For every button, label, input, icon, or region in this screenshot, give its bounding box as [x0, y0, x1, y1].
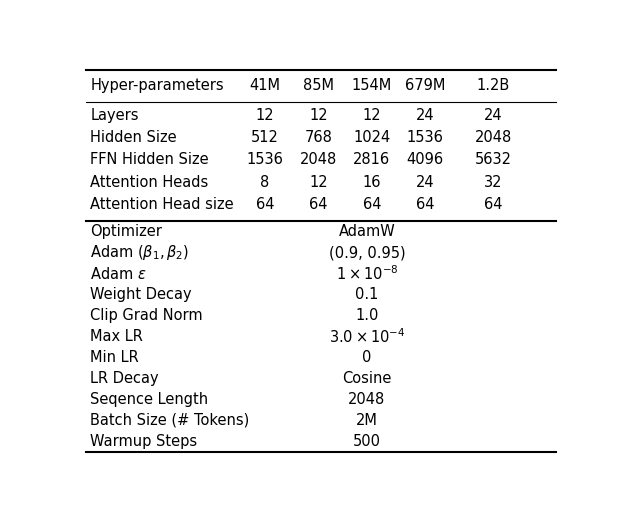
- Text: 500: 500: [353, 433, 381, 448]
- Text: 41M: 41M: [250, 78, 280, 93]
- Text: 85M: 85M: [303, 78, 334, 93]
- Text: 1536: 1536: [407, 130, 444, 145]
- Text: 512: 512: [251, 130, 279, 145]
- Text: Adam $\epsilon$: Adam $\epsilon$: [90, 266, 147, 282]
- Text: 64: 64: [256, 197, 274, 212]
- Text: Adam $(\beta_1, \beta_2)$: Adam $(\beta_1, \beta_2)$: [90, 243, 190, 262]
- Text: 64: 64: [416, 197, 434, 212]
- Text: 64: 64: [484, 197, 502, 212]
- Text: Batch Size (# Tokens): Batch Size (# Tokens): [90, 413, 250, 428]
- Text: 1.0: 1.0: [355, 308, 379, 323]
- Text: 0: 0: [362, 350, 372, 365]
- Text: Hyper-parameters: Hyper-parameters: [90, 78, 224, 93]
- Text: 32: 32: [484, 175, 502, 190]
- Text: 2M: 2M: [356, 413, 378, 428]
- Text: Attention Head size: Attention Head size: [90, 197, 234, 212]
- Text: Attention Heads: Attention Heads: [90, 175, 208, 190]
- Text: Warmup Steps: Warmup Steps: [90, 433, 198, 448]
- Text: 12: 12: [255, 108, 274, 123]
- Text: 12: 12: [309, 175, 328, 190]
- Text: Cosine: Cosine: [342, 371, 392, 386]
- Text: LR Decay: LR Decay: [90, 371, 159, 386]
- Text: 2048: 2048: [475, 130, 511, 145]
- Text: Optimizer: Optimizer: [90, 224, 162, 239]
- Text: 154M: 154M: [352, 78, 392, 93]
- Text: 16: 16: [362, 175, 381, 190]
- Text: 64: 64: [309, 197, 327, 212]
- Text: 2048: 2048: [300, 152, 337, 167]
- Text: 5632: 5632: [475, 152, 511, 167]
- Text: 768: 768: [304, 130, 332, 145]
- Text: 4096: 4096: [406, 152, 444, 167]
- Text: 1.2B: 1.2B: [476, 78, 510, 93]
- Text: 679M: 679M: [405, 78, 445, 93]
- Text: 1024: 1024: [353, 130, 391, 145]
- Text: 64: 64: [362, 197, 381, 212]
- Text: Hidden Size: Hidden Size: [90, 130, 177, 145]
- Text: 8: 8: [260, 175, 270, 190]
- Text: $3.0 \times 10^{-4}$: $3.0 \times 10^{-4}$: [329, 327, 405, 346]
- Text: 0.1: 0.1: [355, 287, 379, 302]
- Text: 24: 24: [484, 108, 503, 123]
- Text: FFN Hidden Size: FFN Hidden Size: [90, 152, 209, 167]
- Text: Clip Grad Norm: Clip Grad Norm: [90, 308, 203, 323]
- Text: (0.9, 0.95): (0.9, 0.95): [329, 245, 405, 260]
- Text: 24: 24: [416, 175, 434, 190]
- Text: Seqence Length: Seqence Length: [90, 392, 208, 407]
- Text: 24: 24: [416, 108, 434, 123]
- Text: AdamW: AdamW: [339, 224, 395, 239]
- Text: 12: 12: [362, 108, 381, 123]
- Text: 12: 12: [309, 108, 328, 123]
- Text: 1536: 1536: [247, 152, 284, 167]
- Text: Min LR: Min LR: [90, 350, 139, 365]
- Text: 2048: 2048: [348, 392, 386, 407]
- Text: Weight Decay: Weight Decay: [90, 287, 192, 302]
- Text: Layers: Layers: [90, 108, 139, 123]
- Text: 2816: 2816: [353, 152, 391, 167]
- Text: $1 \times 10^{-8}$: $1 \times 10^{-8}$: [336, 264, 398, 283]
- Text: Max LR: Max LR: [90, 329, 143, 344]
